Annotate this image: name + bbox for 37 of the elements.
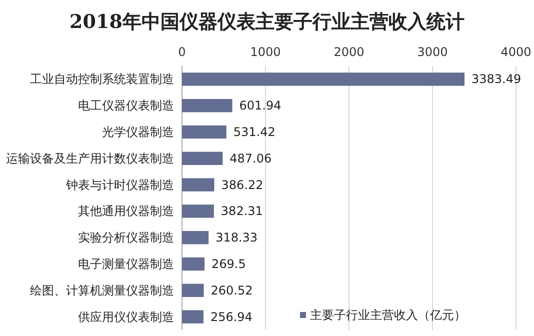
bar xyxy=(182,152,223,165)
data-label: 386.22 xyxy=(221,178,264,192)
x-tick-label: 4000 xyxy=(500,45,532,59)
data-label: 487.06 xyxy=(230,151,272,166)
bar xyxy=(182,99,232,112)
y-tick-label: 其他通用仪器制造 xyxy=(78,204,174,218)
x-tick-label: 3000 xyxy=(417,45,448,59)
y-tick-label: 电子测量仪器制造 xyxy=(78,257,174,271)
data-label: 601.94 xyxy=(239,98,282,113)
y-tick-label: 工业自动控制系统装置制造 xyxy=(30,72,174,86)
y-tick-label: 钟表与计时仪器制造 xyxy=(65,178,174,192)
y-tick-label: 电工仪器仪表制造 xyxy=(78,98,174,113)
data-label: 256.94 xyxy=(210,310,252,324)
y-tick-label: 运输设备及生产用计数仪表制造 xyxy=(6,151,174,166)
data-label: 260.52 xyxy=(210,283,253,298)
bar xyxy=(182,125,226,139)
bar xyxy=(182,178,214,192)
data-label: 318.33 xyxy=(216,230,258,245)
bar xyxy=(182,204,214,218)
y-tick-label: 实验分析仪器制造 xyxy=(78,230,174,245)
bar xyxy=(182,72,465,86)
bar xyxy=(182,284,204,297)
data-label: 269.5 xyxy=(212,257,246,271)
y-tick-label: 光学仪器制造 xyxy=(102,125,174,139)
x-tick-label: 0 xyxy=(178,45,186,59)
legend-label: 主要子行业主营收入（亿元） xyxy=(310,308,466,322)
data-label: 3383.49 xyxy=(472,72,522,86)
x-tick-label: 1000 xyxy=(250,45,281,59)
bar xyxy=(182,231,209,244)
y-tick-label: 供应用仪仪表制造 xyxy=(78,310,174,324)
x-tick-label: 2000 xyxy=(334,45,364,59)
y-tick-label: 绘图、计算机测量仪器制造 xyxy=(30,283,174,298)
data-label: 531.42 xyxy=(233,125,276,139)
bar xyxy=(182,310,204,324)
chart-title: 2018年中国仪器仪表主要子行业主营收入统计 xyxy=(70,11,464,33)
data-label: 382.31 xyxy=(220,204,263,218)
bar xyxy=(182,257,205,271)
